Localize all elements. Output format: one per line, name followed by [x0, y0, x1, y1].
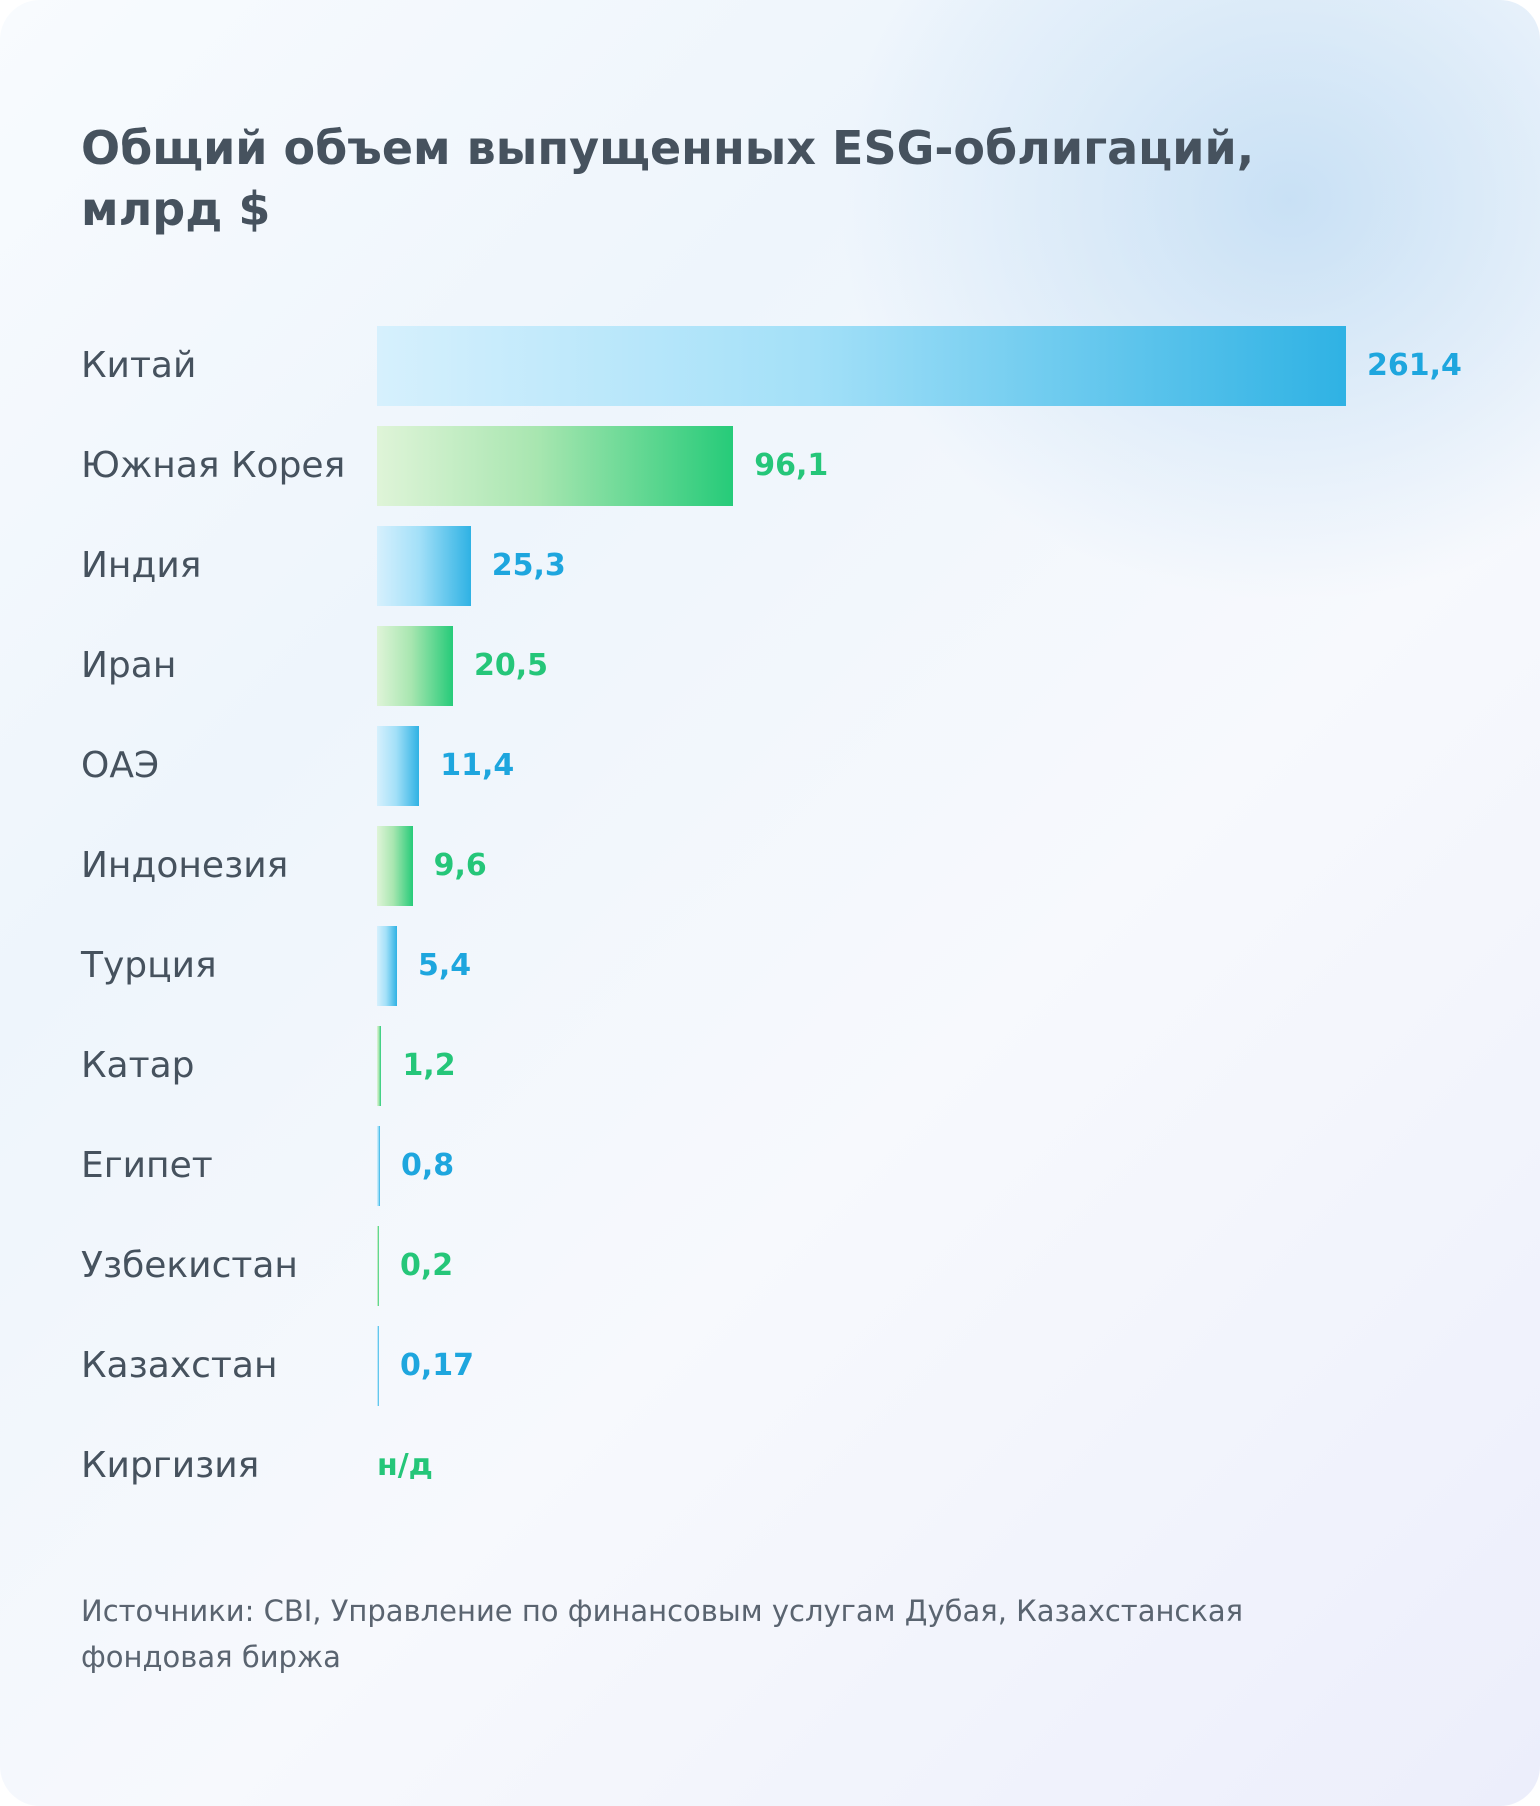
value-label: 25,3 — [491, 548, 566, 583]
value-label: 9,6 — [433, 848, 487, 883]
bar — [377, 726, 420, 806]
bar-row: ОАЭ 11,4 — [0, 726, 1540, 806]
value-label: 20,5 — [473, 648, 549, 683]
category-label: Китай — [81, 345, 197, 386]
value-label: 96,1 — [754, 448, 829, 483]
category-label: Узбекистан — [81, 1245, 298, 1286]
bar — [377, 1126, 380, 1206]
bar-row: Иран 20,5 — [0, 626, 1540, 706]
bar-row: Китай 261,4 — [0, 326, 1540, 406]
chart-title: Общий объем выпущенных ESG-облигаций, мл… — [81, 118, 1381, 240]
source-note: Источники: CBI, Управление по финансовым… — [81, 1588, 1381, 1680]
category-label: Турция — [81, 945, 217, 986]
bar-row: Узбекистан 0,2 — [0, 1226, 1540, 1306]
category-label: Иран — [81, 645, 177, 686]
value-label: 0,2 — [400, 1248, 454, 1283]
bar — [377, 626, 453, 706]
bar-row: Катар 1,2 — [0, 1026, 1540, 1106]
category-label: Киргизия — [81, 1445, 260, 1486]
value-label: н/д — [377, 1448, 433, 1483]
bar — [377, 926, 398, 1006]
category-label: Египет — [81, 1145, 213, 1186]
category-label: Индонезия — [81, 845, 289, 886]
bar-row: Казахстан 0,17 — [0, 1326, 1540, 1406]
bar-row: Индонезия 9,6 — [0, 826, 1540, 906]
value-label: 0,8 — [400, 1148, 455, 1183]
source-line-1: Источники: CBI, Управление по финансовым… — [81, 1594, 1244, 1628]
category-label: Казахстан — [81, 1345, 278, 1386]
value-label: 1,2 — [402, 1048, 456, 1083]
bar-row: Индия 25,3 — [0, 526, 1540, 606]
bar — [377, 526, 471, 606]
bar-row: Турция 5,4 — [0, 926, 1540, 1006]
value-label: 0,17 — [400, 1348, 475, 1383]
category-label: Катар — [81, 1045, 195, 1086]
bar — [377, 1226, 379, 1306]
chart-title-line-2: млрд $ — [81, 182, 271, 236]
category-label: ОАЭ — [81, 745, 160, 786]
bar — [377, 326, 1346, 406]
value-label: 261,4 — [1367, 348, 1462, 383]
category-label: Южная Корея — [81, 445, 346, 486]
background-glow — [840, 0, 1540, 600]
chart-title-line-1: Общий объем выпущенных ESG-облигаций, — [81, 121, 1255, 175]
value-label: 5,4 — [418, 948, 472, 983]
value-label: 11,4 — [440, 748, 515, 783]
bar — [377, 826, 413, 906]
bar — [377, 426, 734, 506]
bar — [377, 1326, 379, 1406]
source-line-2: фондовая биржа — [81, 1640, 341, 1674]
bar-row: Египет 0,8 — [0, 1126, 1540, 1206]
bar-row: Киргизия н/д — [0, 1426, 1540, 1506]
category-label: Индия — [81, 545, 202, 586]
bar — [377, 1026, 382, 1106]
bar-row: Южная Корея 96,1 — [0, 426, 1540, 506]
